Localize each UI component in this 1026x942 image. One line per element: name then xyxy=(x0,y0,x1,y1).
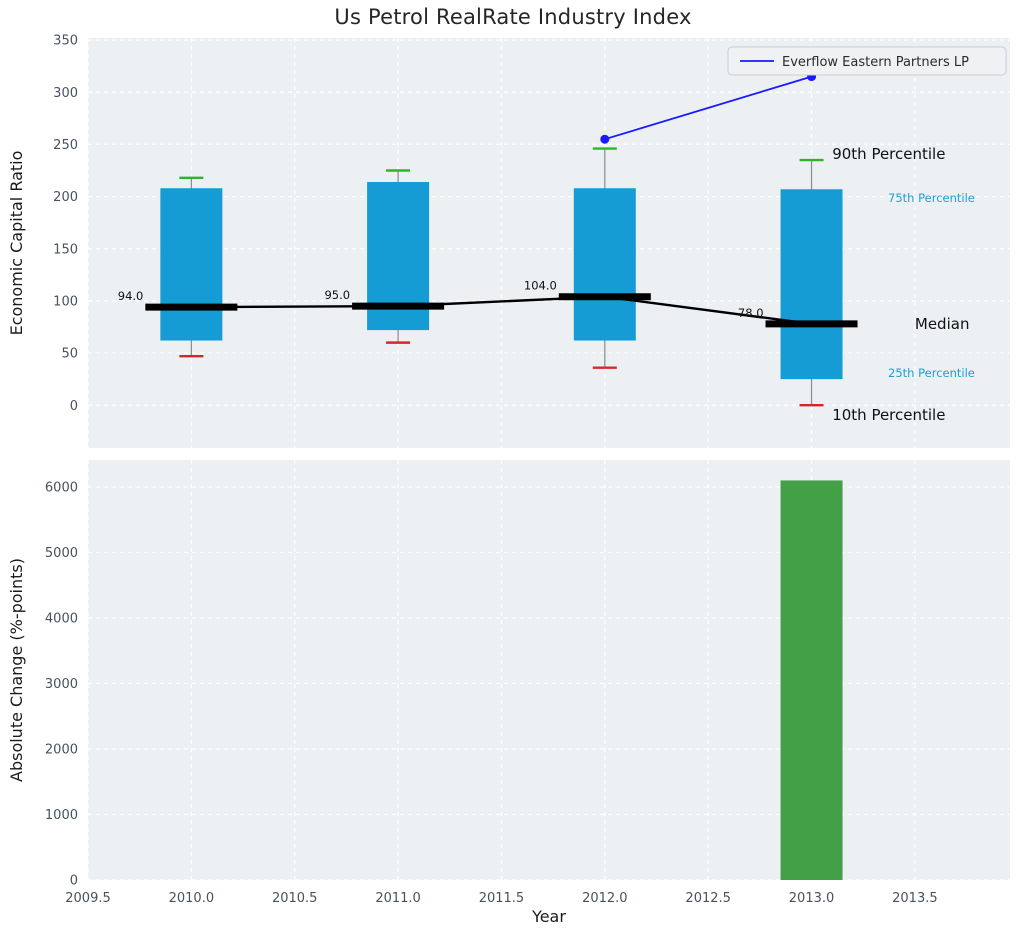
x-tick-label: 2012.5 xyxy=(685,891,731,906)
y-tick-label: 150 xyxy=(53,242,78,257)
legend-label: Everflow Eastern Partners LP xyxy=(782,55,969,70)
y-tick-label: 100 xyxy=(53,294,78,309)
chart-title: Us Petrol RealRate Industry Index xyxy=(334,5,692,29)
median-value-label: 78.0 xyxy=(738,306,764,320)
x-tick-label: 2010.5 xyxy=(272,891,318,906)
y-tick-label: 0 xyxy=(70,399,78,414)
percentile-box-2011 xyxy=(367,169,430,344)
y-tick-label: 50 xyxy=(61,347,78,362)
absolute-change-bar xyxy=(780,480,843,880)
y-tick-label: 1000 xyxy=(45,808,78,823)
y-tick-label: 4000 xyxy=(45,612,78,627)
percentile-box-2010 xyxy=(160,176,223,358)
x-tick-label: 2009.5 xyxy=(65,891,111,906)
bottom-y-axis-label: Absolute Change (%-points) xyxy=(7,558,26,782)
x-tick-label: 2011.5 xyxy=(479,891,525,906)
y-tick-label: 3000 xyxy=(45,677,78,692)
annotation-10th-percentile: 10th Percentile xyxy=(832,406,945,424)
y-tick-label: 6000 xyxy=(45,481,78,496)
percentile-box-2012 xyxy=(573,147,636,369)
y-tick-label: 200 xyxy=(53,190,78,205)
x-tick-label: 2013.5 xyxy=(892,891,938,906)
y-tick-label: 5000 xyxy=(45,546,78,561)
y-tick-label: 300 xyxy=(53,86,78,101)
legend: Everflow Eastern Partners LP xyxy=(727,46,1007,76)
median-value-label: 95.0 xyxy=(324,288,350,302)
top-y-axis-label: Economic Capital Ratio xyxy=(7,151,26,336)
everflow-series-marker xyxy=(600,134,610,144)
annotation-median: Median xyxy=(915,315,970,333)
median-value-label: 104.0 xyxy=(524,279,557,293)
bottom-panel-bg xyxy=(88,460,1010,880)
x-tick-label: 2013.0 xyxy=(789,891,835,906)
median-line xyxy=(191,295,812,326)
median-value-label: 94.0 xyxy=(118,289,144,303)
percentile-box-2013 xyxy=(780,158,843,407)
tick-labels: 0 50 100 150 200 250 300 350 0 1000 2000 3000 4000 50… xyxy=(45,34,938,906)
annotation-90th-percentile: 90th Percentile xyxy=(832,145,945,163)
annotation-25th-percentile: 25th Percentile xyxy=(888,366,975,380)
x-axis-label: Year xyxy=(531,907,566,926)
x-tick-label: 2011.0 xyxy=(375,891,421,906)
everflow-series-line xyxy=(604,75,812,141)
x-tick-label: 2010.0 xyxy=(169,891,215,906)
iqr-box xyxy=(160,188,223,341)
legend-box xyxy=(727,46,1007,76)
iqr-box xyxy=(780,189,843,380)
y-tick-label: 0 xyxy=(70,874,78,889)
x-tick-label: 2012.0 xyxy=(582,891,628,906)
annotation-75th-percentile: 75th Percentile xyxy=(888,191,975,205)
y-tick-label: 250 xyxy=(53,138,78,153)
top-panel-bg xyxy=(88,38,1010,448)
axis-labels: Economic Capital Ratio Absolute Change (%… xyxy=(7,151,566,926)
iqr-box xyxy=(573,188,636,341)
y-tick-label: 2000 xyxy=(45,743,78,758)
y-tick-label: 350 xyxy=(53,34,78,49)
